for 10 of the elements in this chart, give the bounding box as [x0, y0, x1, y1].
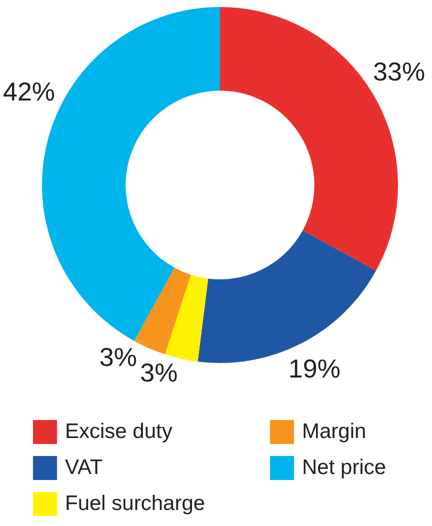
legend-label: VAT — [65, 456, 103, 480]
data-label: 3% — [140, 358, 178, 388]
data-label: 33% — [373, 56, 426, 86]
data-label: 3% — [99, 342, 137, 372]
legend-label: Fuel surcharge — [65, 492, 206, 516]
data-label: 42% — [2, 76, 56, 106]
legend-label: Excise duty — [65, 420, 172, 444]
data-label: 19% — [288, 354, 340, 384]
legend-label: Net price — [302, 456, 386, 480]
legend-label: Margin — [302, 420, 366, 444]
